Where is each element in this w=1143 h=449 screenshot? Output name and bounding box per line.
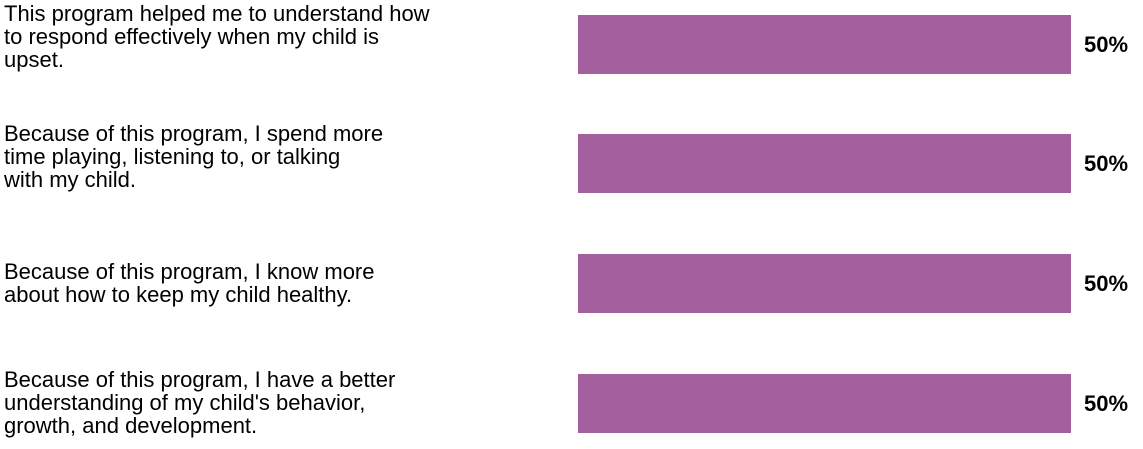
bar <box>578 254 1071 313</box>
bar-track <box>578 374 1143 433</box>
category-label: Because of this program, I spend more ti… <box>4 121 384 192</box>
value-label: 50% <box>1084 391 1129 416</box>
bar-track <box>578 15 1143 74</box>
bar-track <box>578 134 1143 193</box>
bar <box>578 374 1071 433</box>
value-label: 50% <box>1084 271 1129 296</box>
value-label: 50% <box>1084 151 1129 176</box>
category-label: This program helped me to understand how… <box>4 1 430 72</box>
category-label: Because of this program, I have a better… <box>4 367 396 438</box>
bar <box>578 15 1071 74</box>
bar <box>578 134 1071 193</box>
category-label: Because of this program, I know more abo… <box>4 259 375 307</box>
value-label: 50% <box>1084 32 1129 57</box>
bar-track <box>578 254 1143 313</box>
